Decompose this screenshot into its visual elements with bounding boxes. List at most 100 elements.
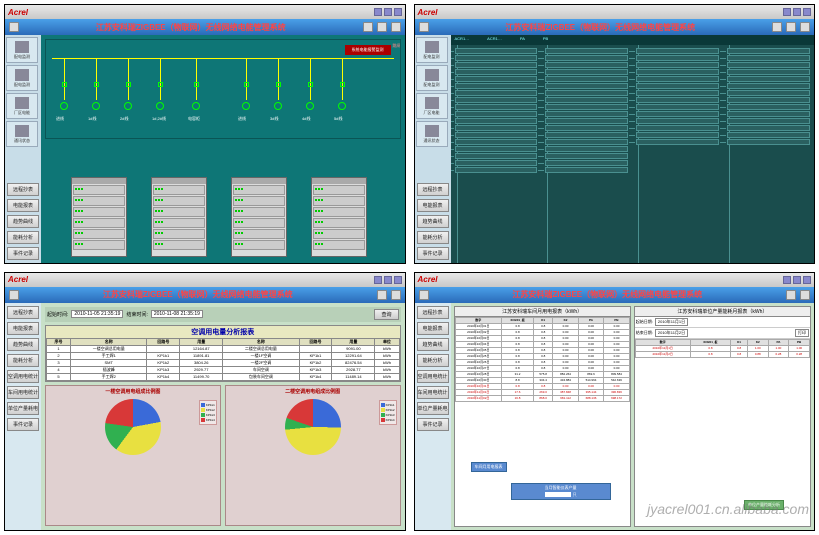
meter-node[interactable] <box>455 125 538 131</box>
min-icon[interactable] <box>783 276 791 284</box>
sidebar-button[interactable]: 远程抄表 <box>417 306 449 319</box>
sidebar-icon[interactable]: 通讯状态 <box>6 121 38 147</box>
meter-node[interactable] <box>455 90 538 96</box>
meter-node[interactable] <box>545 83 628 89</box>
t2-end-input[interactable]: 2010年11月2日 <box>655 329 688 337</box>
cabinet[interactable] <box>231 177 287 257</box>
sidebar-button[interactable]: 事件记录 <box>7 418 39 431</box>
meter-node[interactable] <box>727 132 810 138</box>
tool-icon[interactable] <box>786 22 796 32</box>
meter-node[interactable] <box>545 90 628 96</box>
sidebar-icon[interactable]: 厂区电能 <box>416 93 448 119</box>
print-button[interactable]: 打印 <box>795 329 809 337</box>
meter-node[interactable] <box>727 48 810 54</box>
sidebar-button[interactable]: 趋势曲线 <box>417 338 449 351</box>
close-icon[interactable] <box>394 8 402 16</box>
close-icon[interactable] <box>394 276 402 284</box>
meter-node[interactable] <box>636 139 719 145</box>
meter-node[interactable] <box>455 97 538 103</box>
meter-node[interactable] <box>455 55 538 61</box>
meter-node[interactable] <box>636 69 719 75</box>
sidebar-button[interactable]: 事件记录 <box>417 418 449 431</box>
cabinet[interactable] <box>71 177 127 257</box>
meter-node[interactable] <box>455 83 538 89</box>
meter-node[interactable] <box>545 118 628 124</box>
sidebar-button[interactable]: 能耗分析 <box>417 231 449 244</box>
meter-node[interactable] <box>636 104 719 110</box>
sidebar-button[interactable]: 趋势曲线 <box>7 215 39 228</box>
tool-icon[interactable] <box>786 290 796 300</box>
sidebar-button[interactable]: 电能报表 <box>7 199 39 212</box>
badge-workshop[interactable]: 车间月用电报表 <box>471 462 507 472</box>
output-value[interactable] <box>545 492 570 497</box>
close-icon[interactable] <box>803 276 811 284</box>
min-icon[interactable] <box>374 276 382 284</box>
tool-icon[interactable] <box>772 22 782 32</box>
meter-node[interactable] <box>455 118 538 124</box>
sidebar-button[interactable]: 空调用电统计 <box>417 370 449 383</box>
meter-node[interactable] <box>727 104 810 110</box>
tool-icon[interactable] <box>391 290 401 300</box>
nav-icon[interactable] <box>9 22 19 32</box>
cabinet[interactable] <box>151 177 207 257</box>
max-icon[interactable] <box>384 276 392 284</box>
meter-node[interactable] <box>727 76 810 82</box>
sidebar-icon[interactable]: 厂区电能 <box>6 93 38 119</box>
meter-node[interactable] <box>545 62 628 68</box>
meter-node[interactable] <box>545 97 628 103</box>
meter-node[interactable] <box>545 153 628 159</box>
sidebar-button[interactable]: 电能报表 <box>417 199 449 212</box>
meter-node[interactable] <box>455 132 538 138</box>
meter-node[interactable] <box>545 111 628 117</box>
meter-node[interactable] <box>545 160 628 166</box>
meter-node[interactable] <box>636 48 719 54</box>
sidebar-button[interactable]: 能耗分析 <box>7 231 39 244</box>
t2-start-input[interactable]: 2010年11月1日 <box>655 318 688 326</box>
meter-node[interactable] <box>636 132 719 138</box>
meter-node[interactable] <box>727 83 810 89</box>
meter-node[interactable] <box>545 104 628 110</box>
nav-icon[interactable] <box>419 290 429 300</box>
sidebar-button[interactable]: 空调用电统计 <box>7 370 39 383</box>
sidebar-button[interactable]: 远程抄表 <box>7 306 39 319</box>
sidebar-button[interactable]: 单位产量耗电 <box>7 402 39 415</box>
meter-node[interactable] <box>636 111 719 117</box>
cabinet[interactable] <box>311 177 367 257</box>
tool-icon[interactable] <box>800 290 810 300</box>
meter-node[interactable] <box>727 69 810 75</box>
tool-icon[interactable] <box>377 290 387 300</box>
tool-icon[interactable] <box>391 22 401 32</box>
meter-node[interactable] <box>545 132 628 138</box>
meter-node[interactable] <box>545 55 628 61</box>
meter-node[interactable] <box>545 48 628 54</box>
meter-node[interactable] <box>455 62 538 68</box>
sidebar-button[interactable]: 能耗分析 <box>7 354 39 367</box>
meter-node[interactable] <box>455 69 538 75</box>
meter-node[interactable] <box>455 111 538 117</box>
meter-node[interactable] <box>727 118 810 124</box>
sidebar-button[interactable]: 远程抄表 <box>417 183 449 196</box>
start-date-input[interactable]: 2010-11-05 21:35:19 <box>71 310 123 318</box>
meter-node[interactable] <box>455 167 538 173</box>
meter-node[interactable] <box>545 125 628 131</box>
max-icon[interactable] <box>793 276 801 284</box>
sidebar-button[interactable]: 远程抄表 <box>7 183 39 196</box>
meter-node[interactable] <box>545 139 628 145</box>
tool-icon[interactable] <box>377 22 387 32</box>
meter-node[interactable] <box>727 139 810 145</box>
meter-node[interactable] <box>727 62 810 68</box>
meter-node[interactable] <box>727 97 810 103</box>
nav-icon[interactable] <box>419 22 429 32</box>
meter-node[interactable] <box>455 76 538 82</box>
min-icon[interactable] <box>783 8 791 16</box>
sidebar-button[interactable]: 电能报表 <box>7 322 39 335</box>
sidebar-button[interactable]: 单位产量耗电 <box>417 402 449 415</box>
meter-node[interactable] <box>455 153 538 159</box>
sidebar-button[interactable]: 趋势曲线 <box>417 215 449 228</box>
min-icon[interactable] <box>374 8 382 16</box>
query-button[interactable]: 查询 <box>374 309 398 320</box>
meter-node[interactable] <box>455 104 538 110</box>
meter-node[interactable] <box>455 160 538 166</box>
meter-node[interactable] <box>455 139 538 145</box>
meter-node[interactable] <box>636 83 719 89</box>
